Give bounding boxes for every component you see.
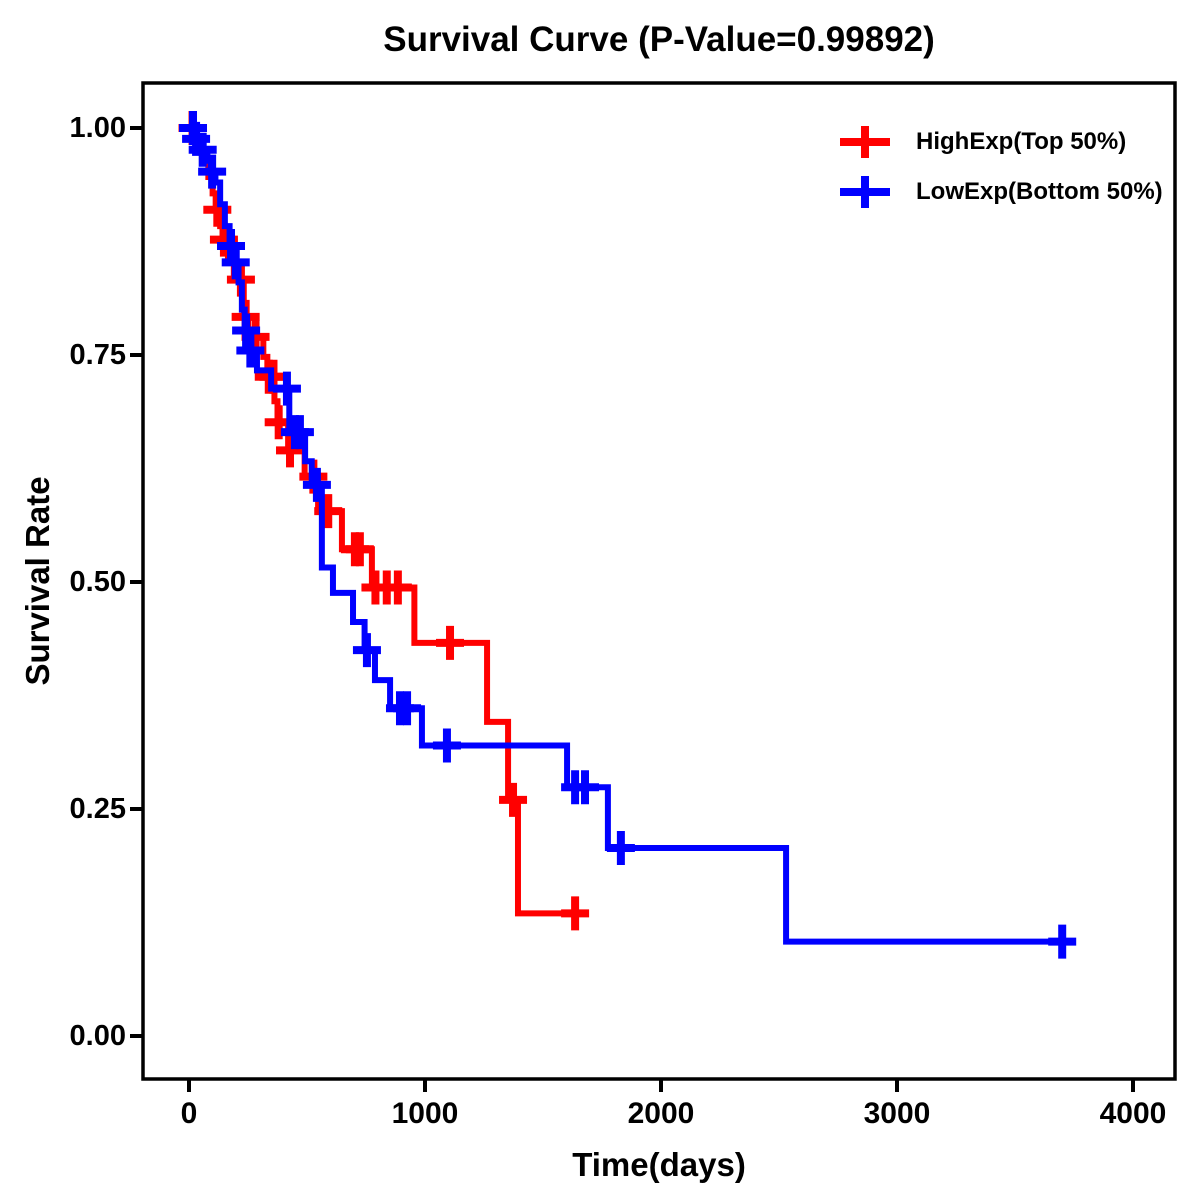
highexp-plus-icon <box>840 126 890 158</box>
chart-title: Survival Curve (P-Value=0.99892) <box>383 20 935 59</box>
lowexp-survival-curve <box>189 125 1066 945</box>
x-axis-title: Time(days) <box>572 1146 746 1183</box>
legend-item-highexp: HighExp(Top 50%) <box>836 117 1163 167</box>
y-tick-label: 0.00 <box>69 1020 126 1052</box>
legend: HighExp(Top 50%) LowExp(Bottom 50%) <box>836 117 1163 217</box>
x-tick-label: 1000 <box>391 1097 459 1130</box>
x-tick-label: 3000 <box>863 1097 931 1130</box>
x-tick-label: 4000 <box>1099 1097 1167 1130</box>
y-tick-label: 0.25 <box>69 793 126 825</box>
x-tick-label: 2000 <box>627 1097 695 1130</box>
y-tick-label: 0.50 <box>69 566 126 598</box>
y-tick-label: 0.75 <box>69 339 126 371</box>
legend-label-lowexp: LowExp(Bottom 50%) <box>916 178 1163 205</box>
legend-label-highexp: HighExp(Top 50%) <box>916 128 1127 155</box>
x-tick-label: 0 <box>180 1097 198 1130</box>
highexp-survival-curve <box>189 125 587 917</box>
legend-item-lowexp: LowExp(Bottom 50%) <box>836 167 1163 217</box>
y-tick-label: 1.00 <box>69 112 126 144</box>
lowexp-plus-icon <box>840 176 890 208</box>
panel-border <box>141 81 1177 1081</box>
